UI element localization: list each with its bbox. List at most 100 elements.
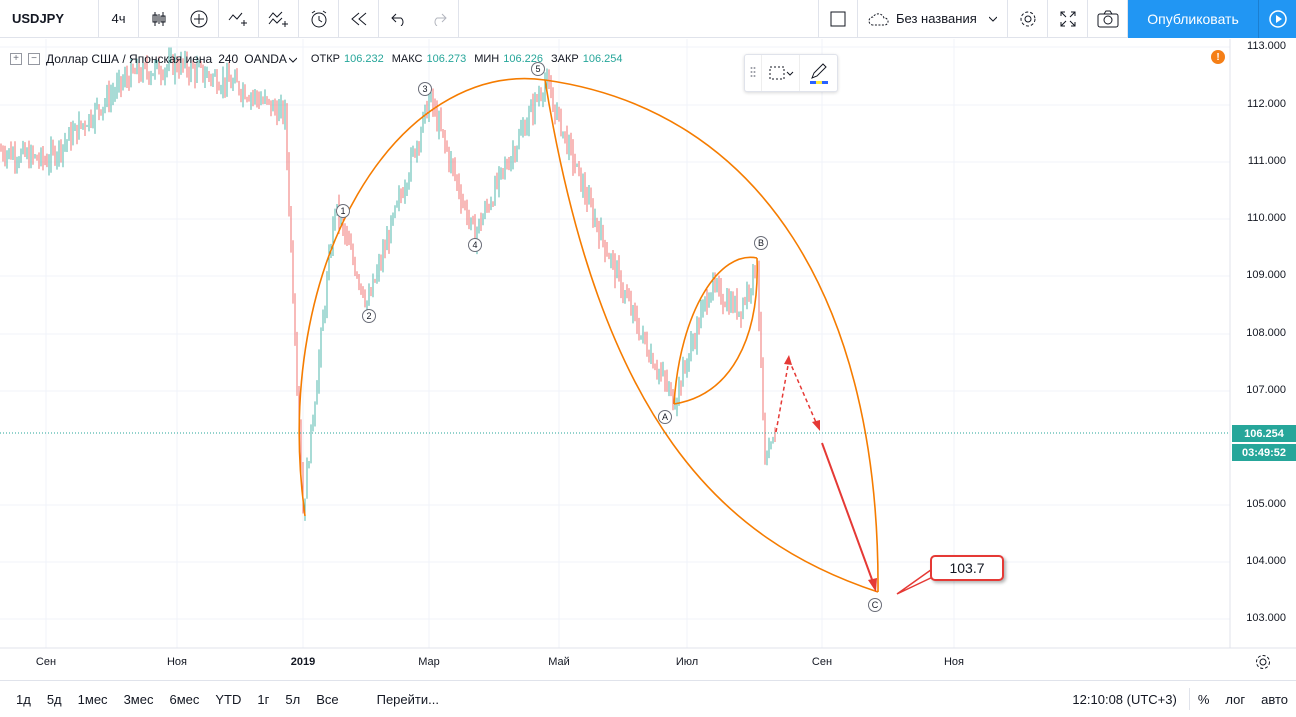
high-label: МАКС [391,53,423,65]
price-axis-label: 105.000 [1246,498,1286,510]
selection-tool-icon[interactable] [761,55,799,91]
price-axis-label: 111.000 [1247,155,1286,167]
target-price-callout[interactable]: 103.7 [930,555,1004,581]
indicators-icon[interactable] [259,0,299,38]
compare-icon[interactable] [219,0,259,38]
time-axis-label: Ноя [166,656,188,668]
bar-countdown-tag: 03:49:52 [1232,444,1296,461]
date-range-group: 1д 5д 1мес 3мес 6мес YTD 1г 5л Все [0,681,347,717]
wave-arc-outer [544,79,879,593]
play-icon[interactable] [1258,0,1296,38]
candle-series [0,47,776,521]
chart-grid [0,39,1230,648]
price-axis-label: 112.000 [1247,98,1286,110]
undo-icon[interactable] [379,0,419,38]
axis-settings-icon[interactable] [1254,653,1272,671]
wave-label-2[interactable]: 2 [362,309,376,323]
range-button-0[interactable]: 1д [16,691,31,707]
wave-drawings [298,77,879,593]
pencil-color-icon[interactable] [799,55,837,91]
chart-legend: + − Доллар США / Японская иена 240 OANDA… [10,50,627,68]
goto-date-button[interactable]: Перейти... [376,691,439,707]
dashed-arrow-down [788,359,819,428]
top-toolbar: USDJPY 4ч [0,0,1296,38]
collapse-legend-icon[interactable]: − [28,53,40,65]
close-value: 106.254 [582,53,623,65]
legend-timeframe: 240 [218,52,239,66]
price-axis-label: 103.000 [1246,612,1286,624]
range-button-2[interactable]: 1мес [77,691,108,707]
range-button-1[interactable]: 5д [46,691,62,707]
price-axis-label: 110.000 [1247,212,1286,224]
price-axis-label: 107.000 [1246,384,1286,396]
symbol-search-button[interactable]: USDJPY [0,0,99,38]
time-axis-label: Сен [35,656,57,668]
wave-label-4[interactable]: 4 [468,238,482,252]
range-button-3[interactable]: 3мес [123,691,154,707]
wave-label-1[interactable]: 1 [336,204,350,218]
time-axis-label: Сен [811,656,833,668]
bottom-right-group: 12:10:08 (UTC+3) % лог авто [1060,681,1296,717]
cloud-icon [868,12,890,26]
wave-label-5[interactable]: 5 [531,62,545,76]
wave-label-c[interactable]: C [868,598,882,612]
redo-icon[interactable] [419,0,459,38]
wave-label-a[interactable]: A [658,410,672,424]
alert-icon[interactable] [299,0,339,38]
add-indicator-icon[interactable] [179,0,219,38]
range-button-7[interactable]: 5л [285,691,301,707]
settings-icon[interactable] [1008,0,1048,38]
expand-icon[interactable] [1048,0,1088,38]
price-axis-label: 108.000 [1246,327,1286,339]
expand-legend-icon[interactable]: + [10,53,22,65]
forecast-arrows [775,355,938,595]
layout-name-label: Без названия [896,11,977,26]
log-scale-toggle[interactable]: лог [1225,691,1246,707]
range-button-6[interactable]: 1г [257,691,270,707]
interval-button[interactable]: 4ч [99,0,139,38]
dashed-arrow-up [775,359,790,433]
open-label: ОТКР [310,53,340,65]
drag-grip-icon[interactable] [745,55,761,91]
price-axis-label: 109.000 [1246,269,1286,281]
wave-arc-large [298,77,546,517]
wave-ab-top [673,256,758,405]
time-axis-label: Мар [418,656,440,668]
price-axis-label: 104.000 [1246,555,1286,567]
solid-arrow-down [821,442,875,586]
drawing-floating-toolbar [744,54,838,92]
range-button-5[interactable]: YTD [215,691,242,707]
warning-icon[interactable]: ! [1211,50,1225,64]
fullscreen-square-icon[interactable] [818,0,858,38]
price-chart[interactable] [0,39,1296,679]
auto-scale-toggle[interactable]: авто [1261,691,1288,707]
ohlc-values: ОТКР 106.232 МАКС 106.273 МИН 106.226 ЗАКР 1… [311,53,627,65]
candles-icon[interactable] [139,0,179,38]
toolbar-right-group: Без названия Опубликовать [818,0,1296,38]
low-label: МИН [474,53,500,65]
range-button-8[interactable]: Все [316,691,339,707]
replay-icon[interactable] [339,0,379,38]
low-value: 106.226 [503,53,543,65]
timezone-clock[interactable]: 12:10:08 (UTC+3) [1060,688,1190,710]
open-value: 106.232 [343,53,384,65]
solid-arrow-down-head [868,578,877,592]
camera-icon[interactable] [1088,0,1128,38]
wave-label-b[interactable]: B [754,236,768,250]
dashed-arrow-down-head [812,420,820,431]
current-price-tag: 106.254 [1232,425,1296,442]
range-button-4[interactable]: 6мес [169,691,200,707]
price-axis-label: 113.000 [1247,40,1286,52]
percent-scale-toggle[interactable]: % [1197,691,1210,707]
close-label: ЗАКР [551,53,579,65]
legend-chevron-icon[interactable] [288,52,298,66]
wave-label-3[interactable]: 3 [418,82,432,96]
legend-source[interactable]: OANDA [244,52,287,66]
publish-button[interactable]: Опубликовать [1128,0,1258,38]
time-axis-label: Ноя [943,656,965,668]
wave-arc-inner [544,79,879,593]
high-value: 106.273 [426,53,467,65]
bottom-toolbar: 1д 5д 1мес 3мес 6мес YTD 1г 5л Все Перейти... 12… [0,680,1296,717]
layout-name-button[interactable]: Без названия [858,0,1008,38]
